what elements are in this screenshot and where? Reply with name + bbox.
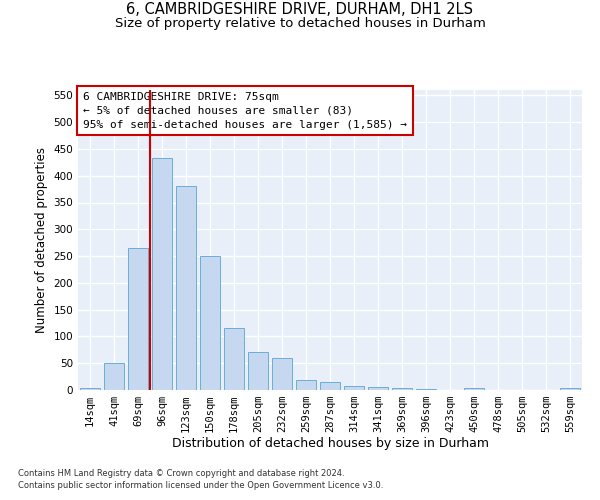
Bar [392,388,412,390]
Text: Distribution of detached houses by size in Durham: Distribution of detached houses by size … [172,438,488,450]
Bar [176,186,196,390]
Text: Contains HM Land Registry data © Crown copyright and database right 2024.: Contains HM Land Registry data © Crown c… [18,468,344,477]
Bar [80,388,100,390]
Bar [296,380,316,390]
Text: Size of property relative to detached houses in Durham: Size of property relative to detached ho… [115,18,485,30]
Bar [248,352,268,390]
Bar [272,358,292,390]
Bar [368,388,388,390]
Text: Contains public sector information licensed under the Open Government Licence v3: Contains public sector information licen… [18,481,383,490]
Bar [104,363,124,390]
Bar [344,386,364,390]
Bar [464,388,484,390]
Bar [152,158,172,390]
Y-axis label: Number of detached properties: Number of detached properties [35,147,48,333]
Text: 6 CAMBRIDGESHIRE DRIVE: 75sqm
← 5% of detached houses are smaller (83)
95% of se: 6 CAMBRIDGESHIRE DRIVE: 75sqm ← 5% of de… [83,92,407,130]
Bar [200,256,220,390]
Bar [224,328,244,390]
Bar [128,248,148,390]
Text: 6, CAMBRIDGESHIRE DRIVE, DURHAM, DH1 2LS: 6, CAMBRIDGESHIRE DRIVE, DURHAM, DH1 2LS [127,2,473,18]
Bar [560,388,580,390]
Bar [320,382,340,390]
